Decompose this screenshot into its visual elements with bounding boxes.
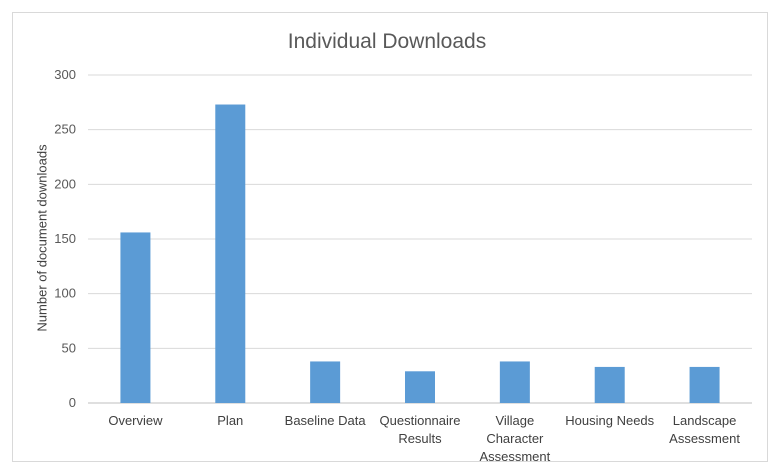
y-tick-label: 300 [54, 67, 76, 82]
bar [310, 361, 341, 403]
y-tick-label: 150 [54, 231, 76, 246]
bar [405, 371, 435, 403]
bar [499, 361, 530, 403]
y-tick-label: 0 [69, 395, 76, 410]
x-tick-label: Baseline Data [285, 413, 367, 428]
x-tick-label: Overview [108, 413, 163, 428]
x-tick-label: Plan [217, 413, 243, 428]
x-tick-label: Village Character Assessment [479, 413, 550, 464]
bar [120, 232, 151, 403]
bar [689, 366, 720, 403]
chart-title: Individual Downloads [287, 30, 487, 53]
x-tick-label: Questionnaire Results [380, 413, 461, 446]
y-tick-label: 50 [62, 340, 76, 355]
bar [215, 104, 246, 404]
bar [594, 366, 625, 403]
y-tick-label: 250 [54, 122, 76, 137]
x-tick-label: Landscape Assessment [669, 413, 740, 446]
x-tick-label: Housing Needs [565, 413, 654, 428]
y-tick-label: 100 [54, 286, 76, 301]
y-tick-label: 200 [54, 176, 76, 191]
